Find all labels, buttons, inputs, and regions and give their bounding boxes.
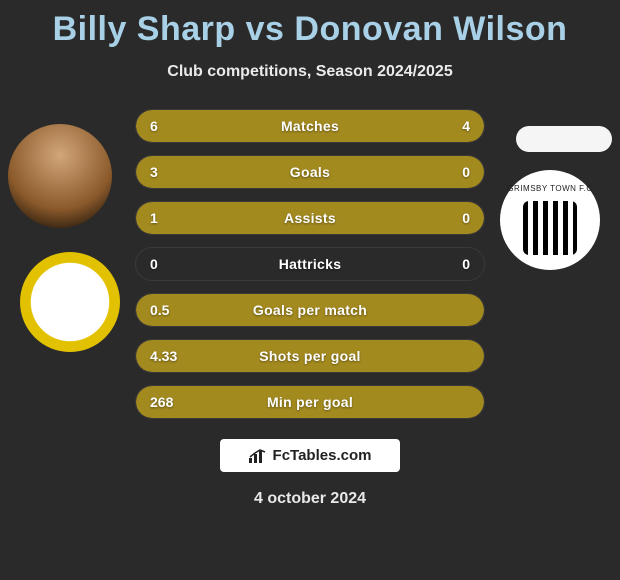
stat-row: 4.33Shots per goal — [135, 339, 485, 373]
player2-avatar — [516, 126, 612, 152]
stat-left-value: 0 — [136, 256, 196, 272]
player1-club-crest — [20, 252, 120, 352]
stat-label: Shots per goal — [196, 348, 424, 364]
stat-left-value: 1 — [136, 210, 196, 226]
stat-right-value: 0 — [424, 164, 484, 180]
player2-club-crest: GRIMSBY TOWN F.C — [500, 170, 600, 270]
player2-name: Donovan Wilson — [294, 10, 567, 48]
stat-row: 3Goals0 — [135, 155, 485, 189]
stat-right-value: 0 — [424, 210, 484, 226]
stat-label: Assists — [196, 210, 424, 226]
crest-text: GRIMSBY TOWN F.C — [507, 184, 592, 193]
vs-label: vs — [246, 10, 285, 48]
stat-row: 6Matches4 — [135, 109, 485, 143]
comparison-title: Billy Sharp vs Donovan Wilson — [0, 0, 620, 49]
stat-label: Hattricks — [196, 256, 424, 272]
crest-stripes — [523, 201, 577, 255]
stat-row: 0.5Goals per match — [135, 293, 485, 327]
stat-row: 268Min per goal — [135, 385, 485, 419]
stat-label: Goals — [196, 164, 424, 180]
player1-name: Billy Sharp — [53, 10, 236, 48]
chart-icon — [249, 449, 267, 463]
stat-right-value: 4 — [424, 118, 484, 134]
stat-row: 1Assists0 — [135, 201, 485, 235]
stat-label: Matches — [196, 118, 424, 134]
date-label: 4 october 2024 — [0, 490, 620, 508]
stat-left-value: 4.33 — [136, 348, 196, 364]
stats-panel: 6Matches43Goals01Assists00Hattricks00.5G… — [135, 109, 485, 419]
stat-right-value: 0 — [424, 256, 484, 272]
stat-left-value: 0.5 — [136, 302, 196, 318]
source-text: FcTables.com — [273, 447, 372, 464]
stat-left-value: 3 — [136, 164, 196, 180]
stat-row: 0Hattricks0 — [135, 247, 485, 281]
stat-left-value: 6 — [136, 118, 196, 134]
subtitle: Club competitions, Season 2024/2025 — [0, 63, 620, 81]
stat-label: Min per goal — [196, 394, 424, 410]
stat-label: Goals per match — [196, 302, 424, 318]
player1-avatar — [8, 124, 112, 228]
stat-left-value: 268 — [136, 394, 196, 410]
source-badge: FcTables.com — [220, 439, 400, 472]
